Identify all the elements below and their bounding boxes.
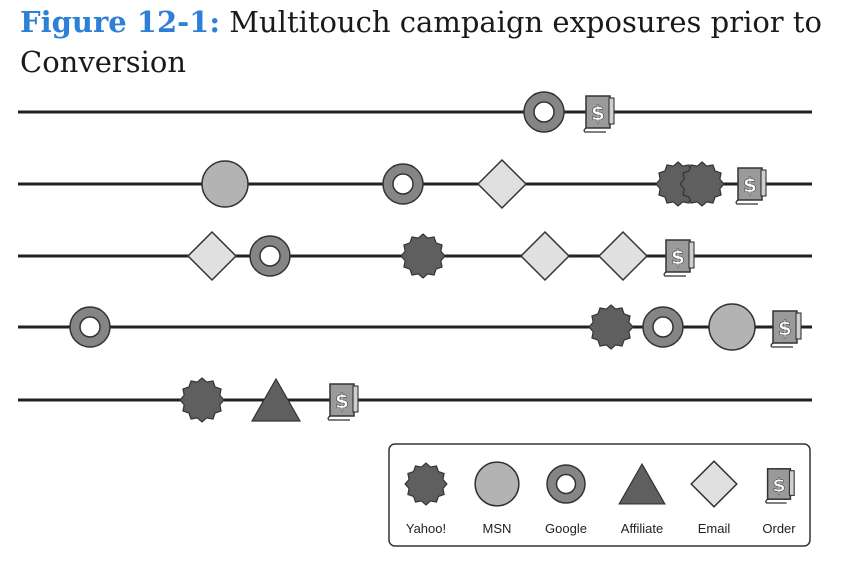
email-icon (519, 230, 571, 282)
order-icon: $ (765, 468, 795, 504)
figure-caption-text: Multitouch campaign exposures prior to C… (20, 5, 822, 79)
email-icon (690, 460, 738, 508)
google-icon (249, 235, 291, 277)
order-icon: $ (770, 310, 802, 348)
email-icon (186, 230, 238, 282)
timeline-2: $ (18, 158, 812, 210)
timeline-1: $ (18, 91, 812, 133)
yahoo-icon (404, 462, 448, 506)
legend: Yahoo! MSN Google Affiliate Email $ Order (388, 443, 811, 547)
msn-icon (201, 160, 249, 208)
legend-item-google: Google (545, 464, 587, 536)
timeline-4: $ (18, 303, 812, 351)
google-icon (523, 91, 565, 133)
email-icon (476, 158, 528, 210)
order-icon: $ (327, 383, 359, 421)
timelines: $ $ $ $ $ (18, 91, 812, 423)
svg-text:$: $ (591, 101, 605, 125)
google-icon (69, 306, 111, 348)
order-icon: $ (663, 239, 695, 277)
affiliate-icon (250, 377, 302, 422)
figure-label: Figure 12-1: (20, 5, 221, 39)
legend-label-msn: MSN (483, 521, 512, 536)
google-icon (642, 306, 684, 348)
legend-box (388, 443, 811, 547)
legend-item-email: Email (690, 460, 738, 536)
svg-text:$: $ (335, 389, 349, 413)
yahoo-icon (679, 161, 725, 207)
legend-item-affiliate: Affiliate (618, 462, 666, 536)
order-icon: $ (583, 95, 615, 133)
svg-text:$: $ (778, 316, 792, 340)
legend-label-google: Google (545, 521, 587, 536)
timeline-3: $ (18, 230, 812, 282)
yahoo-icon (179, 377, 225, 423)
order-icon: $ (735, 167, 767, 205)
svg-text:$: $ (671, 245, 685, 269)
affiliate-icon (618, 462, 666, 505)
legend-label-affiliate: Affiliate (621, 521, 663, 536)
msn-icon (474, 461, 520, 507)
google-icon (546, 464, 586, 504)
svg-text:$: $ (772, 475, 785, 497)
legend-label-yahoo: Yahoo! (406, 521, 446, 536)
yahoo-icon (588, 304, 634, 350)
legend-item-order: $ Order (762, 468, 796, 536)
timeline-5: $ (18, 377, 812, 423)
legend-label-order: Order (762, 521, 796, 536)
yahoo-icon (400, 233, 446, 279)
svg-text:$: $ (743, 173, 757, 197)
figure-caption: Figure 12-1: Multitouch campaign exposur… (20, 2, 840, 82)
email-icon (597, 230, 649, 282)
legend-item-yahoo: Yahoo! (404, 462, 448, 536)
legend-label-email: Email (698, 521, 731, 536)
msn-icon (708, 303, 756, 351)
legend-item-msn: MSN (474, 461, 520, 536)
google-icon (382, 163, 424, 205)
